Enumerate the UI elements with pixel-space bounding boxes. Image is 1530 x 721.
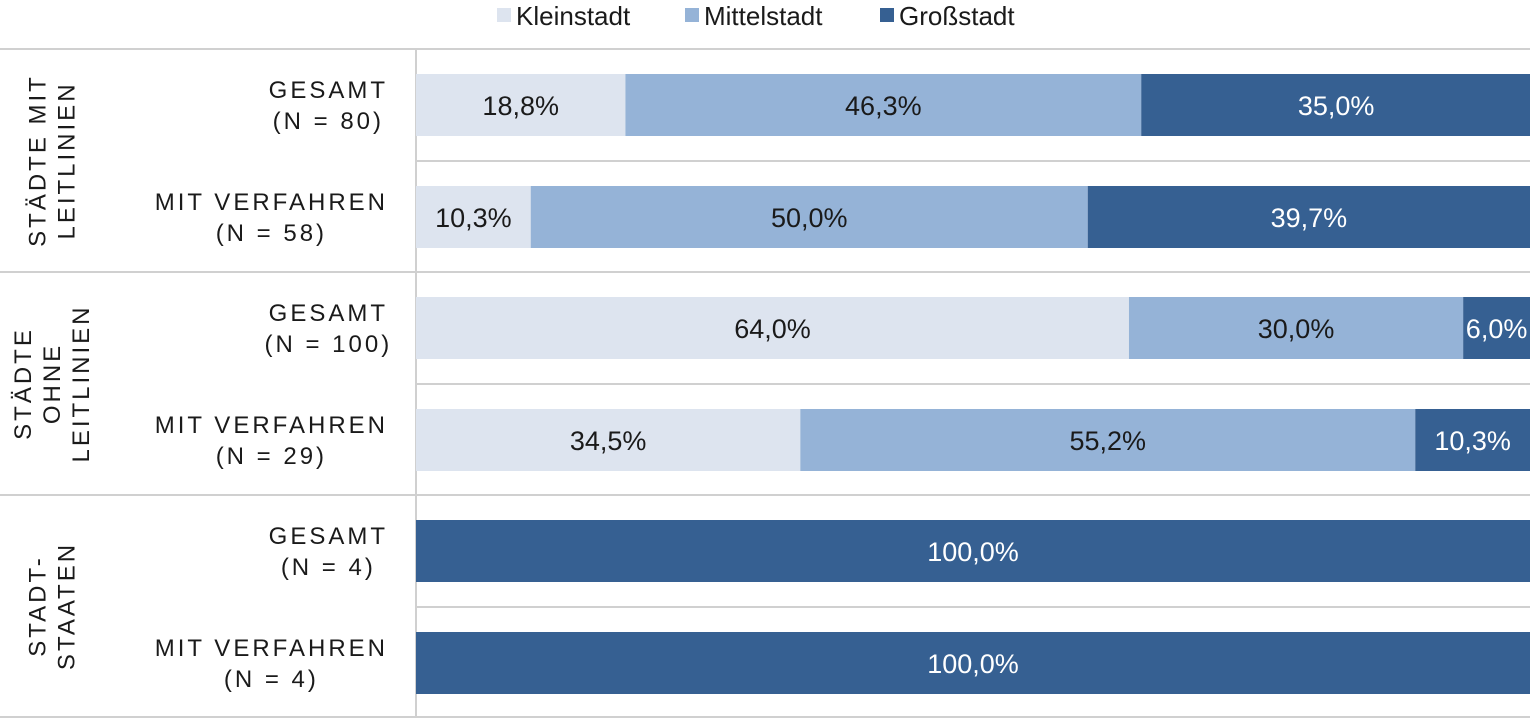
plot-area: 18,8% 46,3% 35,0% 10,3% 50,0% 39,7% 64,0% 30,0%… (416, 74, 1530, 694)
chart-frame (0, 48, 1530, 718)
category-count-5: (N = 4) (281, 554, 376, 581)
category-count-4: (N = 29) (216, 443, 327, 470)
data-label-1-2: 46,3% (845, 91, 922, 121)
group-label-3-line-1: STADT- (25, 555, 52, 657)
bar-segment-3-2 (1128, 297, 1464, 359)
bar-segment-2-1 (416, 186, 531, 248)
category-count-2: (N = 58) (216, 220, 327, 247)
bar-segment-6-3 (416, 632, 1530, 694)
bar-segment-3-1 (416, 297, 1129, 359)
group-label-2-line-3: LEITLINIEN (68, 304, 95, 462)
legend: Kleinstadt Mittelstadt Großstadt (497, 1, 1015, 31)
data-label-3-1: 64,0% (734, 314, 811, 344)
category-label-1: GESAMT (269, 77, 388, 104)
group-label-2-line-2: OHNE (39, 343, 66, 424)
legend-label-1: Kleinstadt (516, 1, 631, 31)
category-label-4: MIT VERFAHREN (155, 412, 388, 439)
data-label-1-3: 35,0% (1298, 91, 1375, 121)
data-label-4-3: 10,3% (1434, 426, 1511, 456)
legend-label-3: Großstadt (899, 1, 1015, 31)
data-label-6-3: 100,0% (927, 649, 1019, 679)
legend-swatch-2 (685, 8, 699, 22)
legend-swatch-3 (880, 8, 894, 22)
category-label-5: GESAMT (269, 523, 388, 550)
category-label-2: MIT VERFAHREN (155, 189, 388, 216)
bar-segment-4-2 (800, 409, 1416, 471)
data-label-2-1: 10,3% (435, 203, 512, 233)
category-count-6: (N = 4) (224, 666, 319, 693)
data-label-3-3: 6,0% (1466, 314, 1528, 344)
data-label-2-2: 50,0% (771, 203, 848, 233)
legend-label-2: Mittelstadt (704, 1, 823, 31)
bar-segment-3-3 (1463, 297, 1530, 359)
bar-segment-2-3 (1087, 186, 1530, 248)
category-label-3: GESAMT (269, 300, 388, 327)
bar-segment-2-2 (530, 186, 1088, 248)
bar-segment-1-1 (416, 74, 626, 136)
bar-segment-1-2 (625, 74, 1142, 136)
bar-segment-4-3 (1415, 409, 1530, 471)
bar-segment-1-3 (1141, 74, 1530, 136)
bar-segment-5-3 (416, 520, 1530, 582)
data-label-1-1: 18,8% (482, 91, 559, 121)
data-label-2-3: 39,7% (1271, 203, 1348, 233)
group-label-1-line-1: STÄDTE MIT (25, 74, 52, 247)
bar-segment-4-1 (416, 409, 801, 471)
legend-swatch-1 (497, 8, 511, 22)
data-label-4-2: 55,2% (1070, 426, 1147, 456)
category-labels: GESAMT (N = 80) MIT VERFAHREN (N = 58) GESAM… (155, 77, 392, 693)
category-count-3: (N = 100) (264, 331, 392, 358)
category-label-6: MIT VERFAHREN (155, 635, 388, 662)
category-count-1: (N = 80) (273, 108, 384, 135)
data-label-5-3: 100,0% (927, 537, 1019, 567)
group-label-3-line-2: STAATEN (54, 542, 81, 670)
data-label-4-1: 34,5% (570, 426, 647, 456)
data-label-3-2: 30,0% (1258, 314, 1335, 344)
group-label-1-line-2: LEITLINIEN (54, 81, 81, 239)
group-label-2-line-1: STÄDTE (10, 327, 37, 440)
